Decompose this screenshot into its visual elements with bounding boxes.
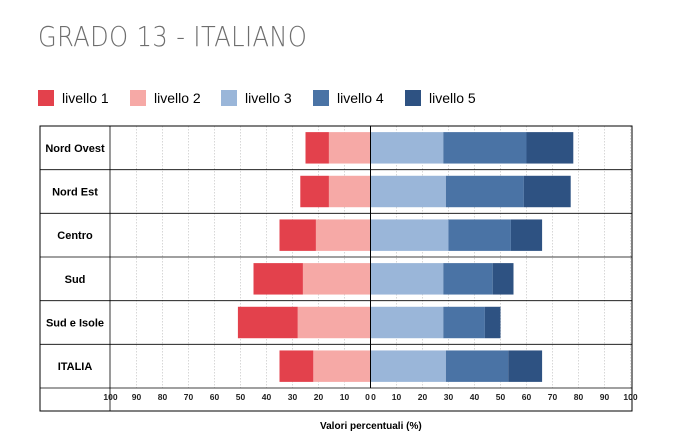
x-tick-label: 30 <box>444 392 454 402</box>
legend-swatch <box>405 90 421 106</box>
x-tick-label: 80 <box>158 392 168 402</box>
bar-segment <box>315 219 371 251</box>
legend-label: livello 4 <box>337 90 384 106</box>
bar-segment <box>445 350 509 382</box>
bar-segment <box>279 350 314 382</box>
x-tick-label: 0 <box>371 392 376 402</box>
x-tick-label: 30 <box>288 392 298 402</box>
category-label: Sud e Isole <box>46 318 104 330</box>
bar-segment <box>523 175 571 208</box>
legend-swatch <box>313 90 329 106</box>
bar-segment <box>492 263 514 295</box>
bar-segment <box>302 263 371 295</box>
x-tick-label: 20 <box>418 392 428 402</box>
x-axis-label: Valori percentuali (%) <box>320 421 422 432</box>
category-label: Nord Ovest <box>45 143 105 155</box>
category-label: Nord Est <box>52 187 98 199</box>
x-tick-label: 50 <box>496 392 506 402</box>
bar-segment <box>328 175 371 208</box>
x-tick-label: 100 <box>623 392 637 402</box>
x-tick-label: 90 <box>132 392 142 402</box>
x-tick-label: 90 <box>600 392 610 402</box>
bar-segment <box>279 219 316 251</box>
x-tick-label: 0 <box>365 392 370 402</box>
bar-segment <box>370 219 449 251</box>
bar-segment <box>510 219 543 251</box>
legend-swatch <box>38 90 54 106</box>
bar-segment <box>370 263 444 295</box>
bar-segment <box>443 306 485 339</box>
bar-segment <box>305 132 329 164</box>
legend-label: livello 5 <box>429 90 476 106</box>
legend-label: livello 1 <box>62 90 109 106</box>
legend-label: livello 3 <box>245 90 292 106</box>
x-tick-label: 10 <box>340 392 350 402</box>
bar-segment <box>484 306 501 339</box>
bar-segment <box>443 263 493 295</box>
legend-label: livello 2 <box>154 90 201 106</box>
x-tick-label: 40 <box>262 392 272 402</box>
bar-segment <box>370 306 444 339</box>
x-tick-label: 60 <box>210 392 220 402</box>
bar-segment <box>370 350 446 382</box>
chart-frame <box>39 125 633 412</box>
bar-segment <box>370 175 446 208</box>
bar-segment <box>300 175 329 208</box>
x-tick-label: 20 <box>314 392 324 402</box>
chart-title: GRADO 13 - ITALIANO <box>38 20 308 53</box>
x-tick-label: 80 <box>574 392 584 402</box>
x-tick-label: 40 <box>470 392 480 402</box>
bar-segment <box>526 132 574 164</box>
bar-segment <box>443 132 527 164</box>
bar-segment <box>328 132 371 164</box>
bar-segment <box>313 350 371 382</box>
x-tick-label: 70 <box>184 392 194 402</box>
x-tick-label: 100 <box>103 392 117 402</box>
x-tick-label: 60 <box>522 392 532 402</box>
bar-segment <box>297 306 371 339</box>
bar-segment <box>237 306 298 339</box>
bar-segment <box>370 132 444 164</box>
x-tick-label: 70 <box>548 392 558 402</box>
bar-segment <box>508 350 543 382</box>
bar-segment <box>448 219 511 251</box>
category-label: ITALIA <box>58 361 93 373</box>
legend-swatch <box>221 90 237 106</box>
x-tick-label: 10 <box>392 392 402 402</box>
category-label: Centro <box>57 230 93 242</box>
bar-segment <box>253 263 303 295</box>
x-tick-label: 50 <box>236 392 246 402</box>
category-label: Sud <box>65 274 86 286</box>
bar-segment <box>445 175 524 208</box>
legend-swatch <box>130 90 146 106</box>
